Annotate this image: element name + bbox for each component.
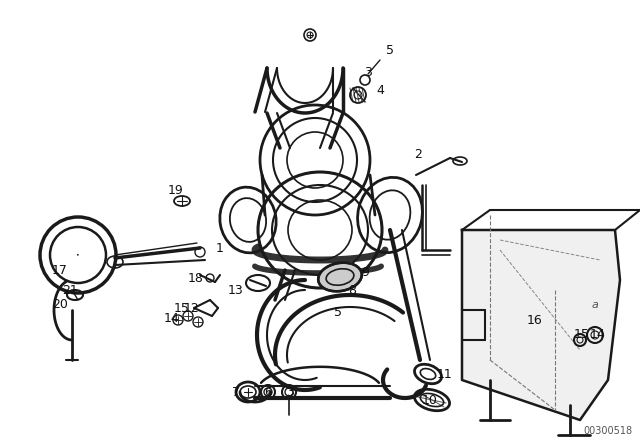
Text: 10: 10 [422, 393, 438, 406]
Text: 5: 5 [334, 306, 342, 319]
Text: 15: 15 [174, 302, 190, 314]
Text: 11: 11 [437, 369, 453, 382]
Text: 2: 2 [414, 148, 422, 161]
Text: 7: 7 [232, 387, 240, 400]
Text: 5: 5 [386, 43, 394, 56]
Text: 20: 20 [52, 298, 68, 311]
Text: a: a [591, 300, 598, 310]
Text: 9: 9 [361, 266, 369, 279]
Text: 3: 3 [286, 387, 294, 400]
Text: 14: 14 [590, 328, 606, 341]
Text: 13: 13 [228, 284, 244, 297]
Text: 4: 4 [376, 83, 384, 96]
Text: 14: 14 [164, 311, 180, 324]
Text: 6: 6 [264, 387, 272, 400]
Text: 15: 15 [574, 328, 590, 341]
Ellipse shape [318, 263, 362, 291]
Text: 18: 18 [188, 271, 204, 284]
Text: 19: 19 [168, 184, 184, 197]
Text: 1: 1 [216, 241, 224, 254]
Text: 17: 17 [52, 263, 68, 276]
Text: 8: 8 [348, 284, 356, 297]
Text: 16: 16 [527, 314, 543, 327]
Text: 00300518: 00300518 [583, 426, 632, 436]
Text: 12: 12 [184, 302, 200, 314]
Text: 21: 21 [62, 284, 78, 297]
Text: 3: 3 [364, 65, 372, 78]
Polygon shape [462, 230, 620, 420]
